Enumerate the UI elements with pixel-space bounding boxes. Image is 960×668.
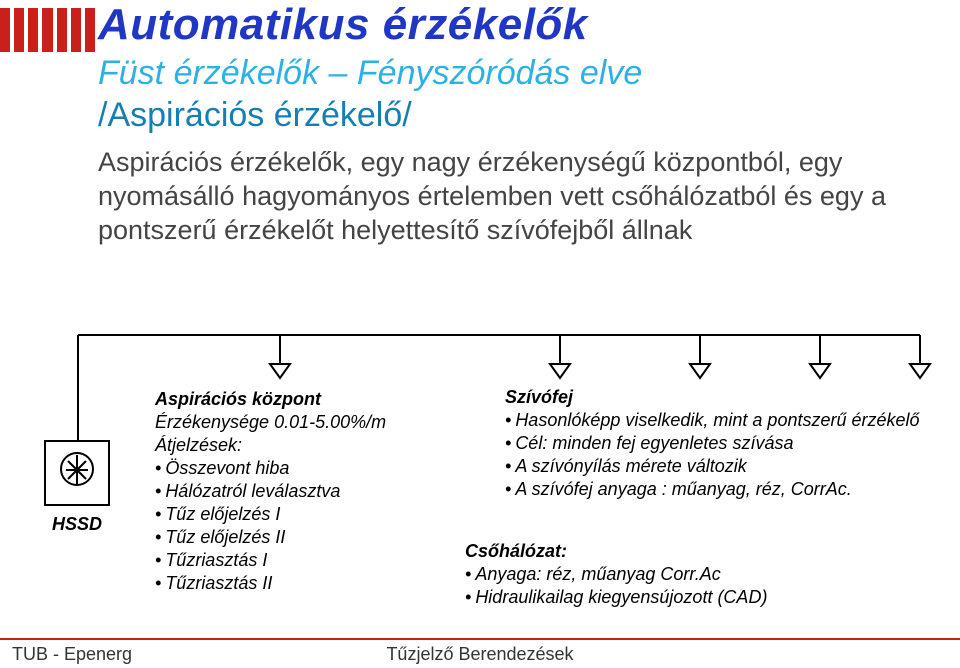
aspiration-item: Tűz előjelzés I <box>155 503 485 526</box>
aspiration-item: Hálózatról leválasztva <box>155 480 485 503</box>
suction-head-heading: Szívófej <box>505 386 935 409</box>
suction-head-block: Szívófej Hasonlóképp viselkedik, mint a … <box>505 386 935 501</box>
aspiration-sensitivity: Érzékenysége 0.01-5.00%/m <box>155 411 485 434</box>
suction-head-item: Cél: minden fej egyenletes szívása <box>505 432 935 455</box>
page-subtitle-2: /Aspirációs érzékelő/ <box>98 96 412 135</box>
aspiration-center-block: Aspirációs központ Érzékenysége 0.01-5.0… <box>155 388 485 595</box>
page-subtitle-1: Füst érzékelők – Fényszóródás elve <box>98 54 642 93</box>
aspiration-signals-label: Átjelzések: <box>155 434 485 457</box>
pipe-network-item: Anyaga: réz, műanyag Corr.Ac <box>465 563 905 586</box>
pipe-network-block: Csőhálózat: Anyaga: réz, műanyag Corr.Ac… <box>465 540 905 609</box>
aspiration-item: Összevont hiba <box>155 457 485 480</box>
aspiration-heading: Aspirációs központ <box>155 388 485 411</box>
suction-head-item: A szívófej anyaga : műanyag, réz, CorrAc… <box>505 478 935 501</box>
aspiration-item: Tűz előjelzés II <box>155 526 485 549</box>
page-title: Automatikus érzékelők <box>98 0 588 50</box>
hssd-symbol-circle <box>60 452 94 486</box>
aspiration-item: Tűzriasztás I <box>155 549 485 572</box>
suction-head-item: Hasonlóképp viselkedik, mint a pontszerű… <box>505 409 935 432</box>
aspiration-item: Tűzriasztás II <box>155 572 485 595</box>
footer-center: Tűzjelző Berendezések <box>0 644 960 665</box>
suction-head-item: A szívónyílás mérete változik <box>505 455 935 478</box>
pipe-network-heading: Csőhálózat: <box>465 540 905 563</box>
logo-stripes <box>0 8 95 52</box>
hssd-label: HSSD <box>44 514 110 535</box>
pipe-network-item: Hidraulikailag kiegyensújozott (CAD) <box>465 586 905 609</box>
footer: TUB - Epenerg Tűzjelző Berendezések <box>0 638 960 668</box>
intro-paragraph: Aspirációs érzékelők, egy nagy érzékenys… <box>98 146 918 247</box>
